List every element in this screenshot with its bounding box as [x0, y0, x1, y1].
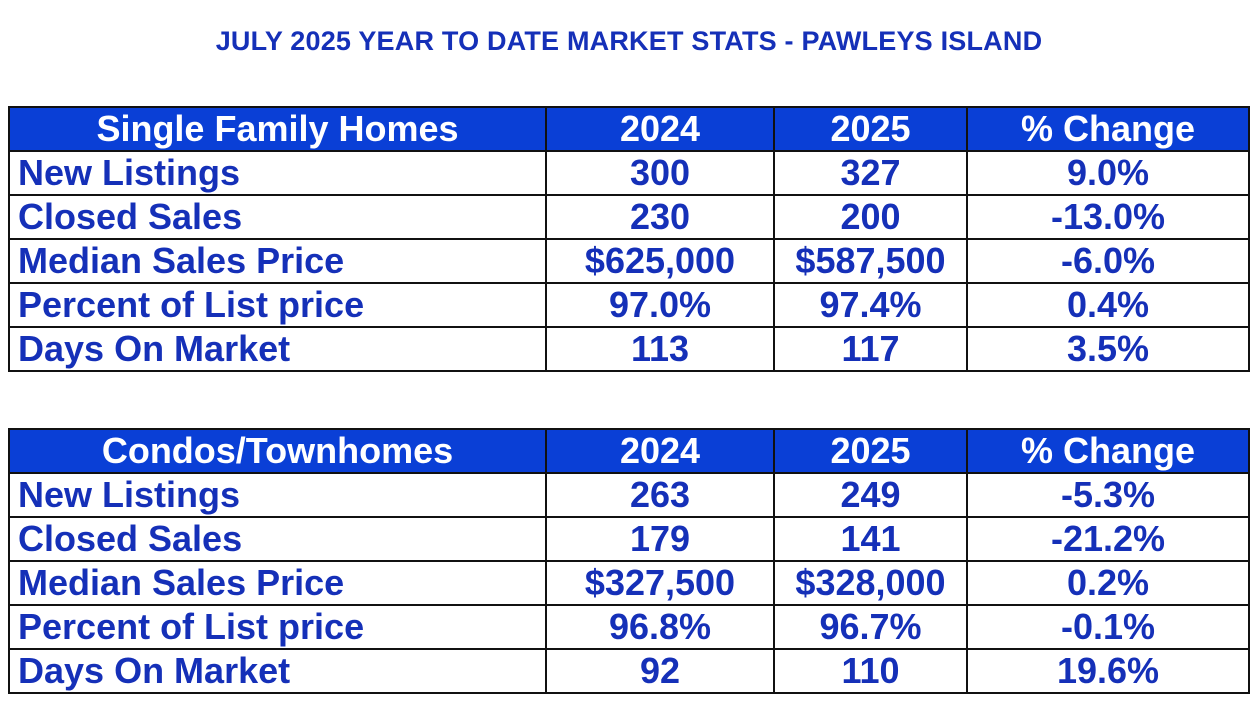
header-year-2025: 2025 — [773, 106, 968, 152]
table-row: Percent of List price 96.8% 96.7% -0.1% — [8, 604, 1250, 650]
cell-change: 0.4% — [966, 282, 1250, 328]
row-label: Percent of List price — [8, 282, 547, 328]
cell-2025: 117 — [773, 326, 968, 372]
cell-change: -21.2% — [966, 516, 1250, 562]
row-label: New Listings — [8, 472, 547, 518]
table-header-row: Condos/Townhomes 2024 2025 % Change — [8, 428, 1250, 474]
cell-2024: 96.8% — [545, 604, 775, 650]
table-row: Closed Sales 179 141 -21.2% — [8, 516, 1250, 562]
table-row: Median Sales Price $625,000 $587,500 -6.… — [8, 238, 1250, 284]
row-label: Median Sales Price — [8, 560, 547, 606]
cell-2024: 230 — [545, 194, 775, 240]
table-row: New Listings 263 249 -5.3% — [8, 472, 1250, 518]
cell-2024: 300 — [545, 150, 775, 196]
cell-2025: 249 — [773, 472, 968, 518]
cell-change: 19.6% — [966, 648, 1250, 694]
condos-townhomes-table: Condos/Townhomes 2024 2025 % Change New … — [8, 428, 1250, 694]
cell-2024: 263 — [545, 472, 775, 518]
cell-2025: 141 — [773, 516, 968, 562]
row-label: Percent of List price — [8, 604, 547, 650]
header-percent-change: % Change — [966, 428, 1250, 474]
header-category: Single Family Homes — [8, 106, 547, 152]
row-label: Closed Sales — [8, 516, 547, 562]
cell-2024: $625,000 — [545, 238, 775, 284]
cell-change: 3.5% — [966, 326, 1250, 372]
table-header-row: Single Family Homes 2024 2025 % Change — [8, 106, 1250, 152]
cell-2024: 97.0% — [545, 282, 775, 328]
cell-2024: 113 — [545, 326, 775, 372]
cell-2025: 96.7% — [773, 604, 968, 650]
cell-2024: $327,500 — [545, 560, 775, 606]
cell-change: 9.0% — [966, 150, 1250, 196]
header-year-2025: 2025 — [773, 428, 968, 474]
header-year-2024: 2024 — [545, 428, 775, 474]
header-percent-change: % Change — [966, 106, 1250, 152]
header-category: Condos/Townhomes — [8, 428, 547, 474]
single-family-homes-table: Single Family Homes 2024 2025 % Change N… — [8, 106, 1250, 372]
cell-2025: $328,000 — [773, 560, 968, 606]
cell-2025: 110 — [773, 648, 968, 694]
table-row: Percent of List price 97.0% 97.4% 0.4% — [8, 282, 1250, 328]
page-title: JULY 2025 YEAR TO DATE MARKET STATS - PA… — [215, 26, 1043, 56]
table-row: Days On Market 92 110 19.6% — [8, 648, 1250, 694]
cell-change: -13.0% — [966, 194, 1250, 240]
table-row: Closed Sales 230 200 -13.0% — [8, 194, 1250, 240]
cell-change: -0.1% — [966, 604, 1250, 650]
table-row: New Listings 300 327 9.0% — [8, 150, 1250, 196]
cell-change: -5.3% — [966, 472, 1250, 518]
cell-change: -6.0% — [966, 238, 1250, 284]
cell-2025: 97.4% — [773, 282, 968, 328]
row-label: Median Sales Price — [8, 238, 547, 284]
header-year-2024: 2024 — [545, 106, 775, 152]
row-label: Days On Market — [8, 326, 547, 372]
row-label: Days On Market — [8, 648, 547, 694]
cell-change: 0.2% — [966, 560, 1250, 606]
row-label: New Listings — [8, 150, 547, 196]
cell-2024: 179 — [545, 516, 775, 562]
cell-2024: 92 — [545, 648, 775, 694]
cell-2025: $587,500 — [773, 238, 968, 284]
cell-2025: 200 — [773, 194, 968, 240]
cell-2025: 327 — [773, 150, 968, 196]
table-row: Days On Market 113 117 3.5% — [8, 326, 1250, 372]
table-row: Median Sales Price $327,500 $328,000 0.2… — [8, 560, 1250, 606]
row-label: Closed Sales — [8, 194, 547, 240]
